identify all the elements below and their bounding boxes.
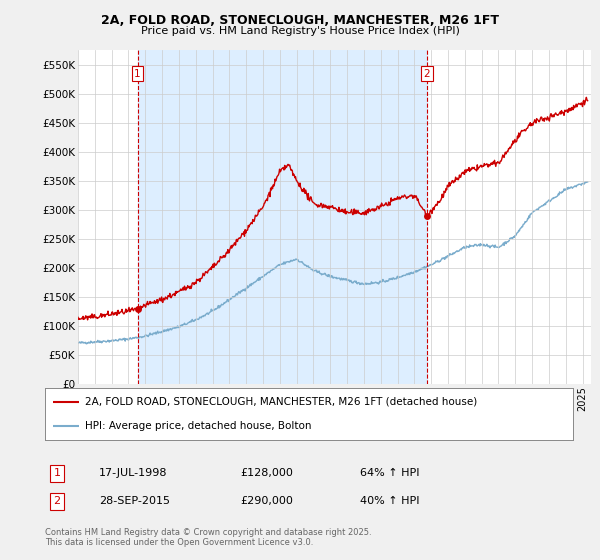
Text: 2A, FOLD ROAD, STONECLOUGH, MANCHESTER, M26 1FT: 2A, FOLD ROAD, STONECLOUGH, MANCHESTER, …: [101, 14, 499, 27]
Text: 2: 2: [424, 68, 430, 78]
Text: 2: 2: [53, 496, 61, 506]
Text: 40% ↑ HPI: 40% ↑ HPI: [360, 496, 419, 506]
Text: 28-SEP-2015: 28-SEP-2015: [99, 496, 170, 506]
Text: 2A, FOLD ROAD, STONECLOUGH, MANCHESTER, M26 1FT (detached house): 2A, FOLD ROAD, STONECLOUGH, MANCHESTER, …: [85, 397, 477, 407]
Text: 17-JUL-1998: 17-JUL-1998: [99, 468, 167, 478]
Text: £290,000: £290,000: [240, 496, 293, 506]
Text: Contains HM Land Registry data © Crown copyright and database right 2025.
This d: Contains HM Land Registry data © Crown c…: [45, 528, 371, 547]
Text: £128,000: £128,000: [240, 468, 293, 478]
Text: 1: 1: [53, 468, 61, 478]
Text: 64% ↑ HPI: 64% ↑ HPI: [360, 468, 419, 478]
Text: HPI: Average price, detached house, Bolton: HPI: Average price, detached house, Bolt…: [85, 421, 311, 431]
Text: 1: 1: [134, 68, 141, 78]
Bar: [137, 50, 427, 384]
Text: Price paid vs. HM Land Registry's House Price Index (HPI): Price paid vs. HM Land Registry's House …: [140, 26, 460, 36]
